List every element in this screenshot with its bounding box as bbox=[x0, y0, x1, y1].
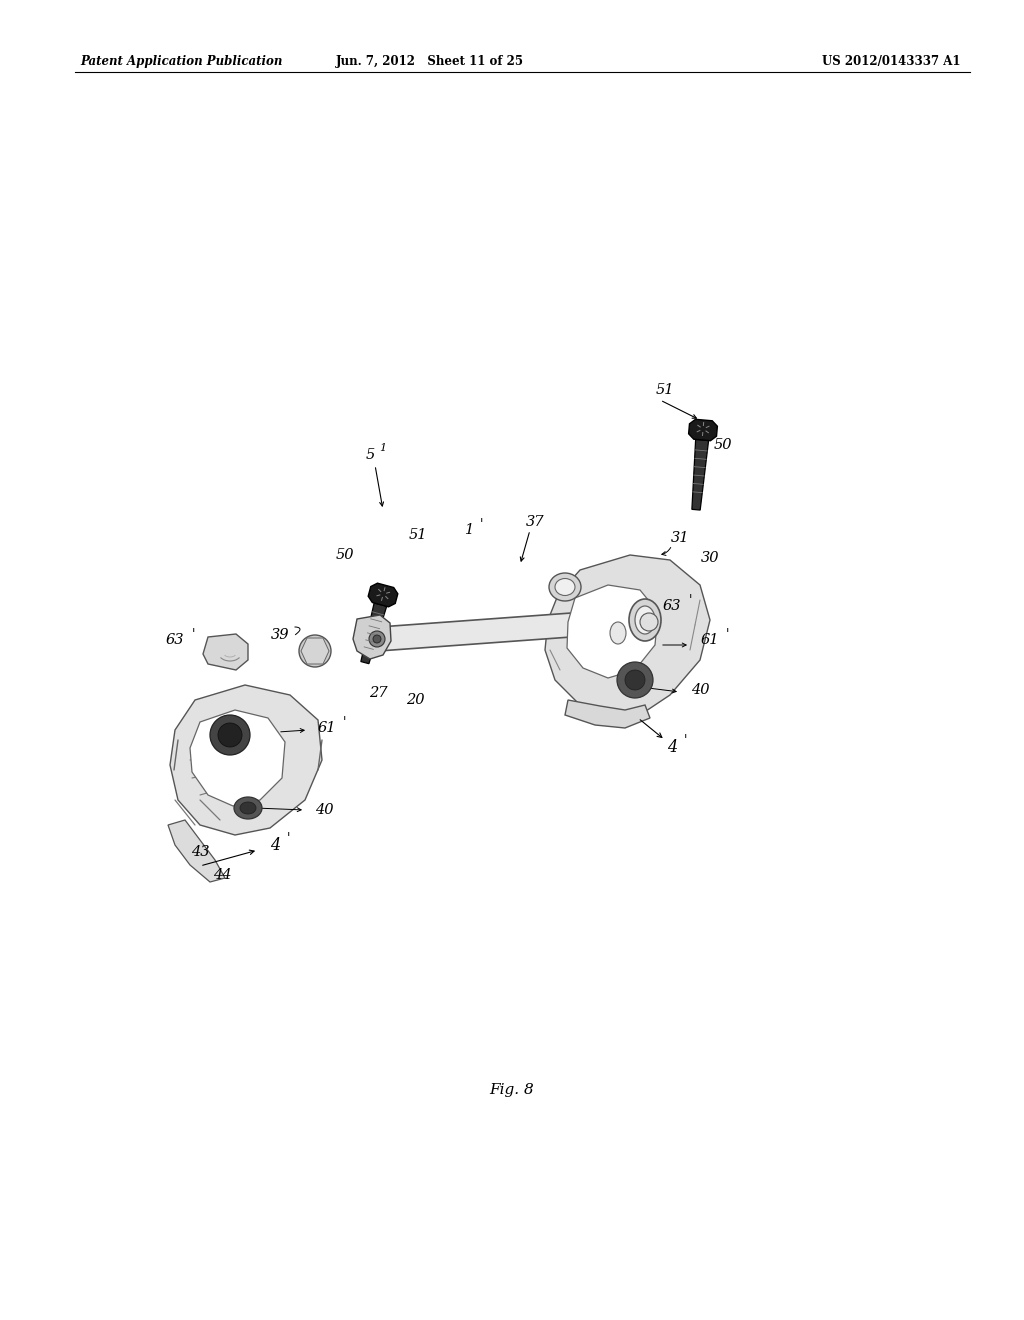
Polygon shape bbox=[360, 603, 387, 664]
Text: Fig. 8: Fig. 8 bbox=[489, 1082, 535, 1097]
Circle shape bbox=[305, 642, 325, 661]
Circle shape bbox=[299, 635, 331, 667]
Circle shape bbox=[625, 671, 645, 690]
Text: 30: 30 bbox=[700, 550, 719, 565]
Text: 61: 61 bbox=[700, 634, 719, 647]
Ellipse shape bbox=[234, 797, 262, 818]
Polygon shape bbox=[353, 615, 391, 659]
Text: ': ' bbox=[342, 715, 346, 729]
Circle shape bbox=[617, 663, 653, 698]
Text: 1: 1 bbox=[465, 523, 475, 537]
Text: 40: 40 bbox=[691, 682, 710, 697]
Polygon shape bbox=[168, 820, 225, 882]
Text: 50: 50 bbox=[714, 438, 732, 451]
Text: 44: 44 bbox=[213, 869, 231, 882]
Polygon shape bbox=[369, 583, 397, 607]
Ellipse shape bbox=[604, 615, 632, 651]
Text: 20: 20 bbox=[406, 693, 424, 708]
Text: Jun. 7, 2012   Sheet 11 of 25: Jun. 7, 2012 Sheet 11 of 25 bbox=[336, 55, 524, 69]
Text: 51: 51 bbox=[409, 528, 427, 543]
Ellipse shape bbox=[629, 599, 662, 642]
Polygon shape bbox=[365, 609, 640, 652]
Text: 27: 27 bbox=[369, 686, 387, 700]
Text: 1: 1 bbox=[380, 444, 387, 453]
Text: 61: 61 bbox=[317, 721, 336, 735]
Text: ': ' bbox=[479, 517, 482, 531]
Ellipse shape bbox=[240, 803, 256, 814]
Ellipse shape bbox=[549, 573, 581, 601]
Text: 4: 4 bbox=[667, 739, 677, 756]
Text: 4: 4 bbox=[270, 837, 280, 854]
Polygon shape bbox=[567, 585, 658, 678]
Text: 63: 63 bbox=[166, 634, 184, 647]
Ellipse shape bbox=[610, 622, 626, 644]
Ellipse shape bbox=[555, 578, 575, 595]
Text: 40: 40 bbox=[314, 803, 333, 817]
Circle shape bbox=[218, 723, 242, 747]
Ellipse shape bbox=[635, 606, 655, 634]
Circle shape bbox=[640, 612, 658, 631]
Text: 43: 43 bbox=[190, 845, 209, 859]
Circle shape bbox=[373, 635, 381, 643]
Text: Patent Application Publication: Patent Application Publication bbox=[80, 55, 283, 69]
Text: 5: 5 bbox=[366, 447, 375, 462]
Text: 63: 63 bbox=[663, 599, 681, 612]
Polygon shape bbox=[301, 638, 329, 664]
Polygon shape bbox=[203, 634, 248, 671]
Text: 37: 37 bbox=[525, 515, 544, 529]
Text: ': ' bbox=[191, 627, 195, 640]
Text: 50: 50 bbox=[336, 548, 354, 562]
Polygon shape bbox=[190, 710, 285, 807]
Polygon shape bbox=[170, 685, 322, 836]
Polygon shape bbox=[692, 440, 709, 510]
Polygon shape bbox=[545, 554, 710, 718]
Polygon shape bbox=[688, 420, 718, 441]
Text: ': ' bbox=[683, 734, 687, 747]
Circle shape bbox=[369, 631, 385, 647]
Text: ': ' bbox=[287, 832, 290, 845]
Circle shape bbox=[210, 715, 250, 755]
Text: 51: 51 bbox=[655, 383, 674, 397]
Text: ': ' bbox=[688, 594, 691, 606]
Text: US 2012/0143337 A1: US 2012/0143337 A1 bbox=[821, 55, 961, 69]
Text: ': ' bbox=[725, 627, 729, 640]
Text: 39: 39 bbox=[270, 628, 289, 642]
Text: 31: 31 bbox=[671, 531, 689, 545]
Polygon shape bbox=[565, 700, 650, 729]
